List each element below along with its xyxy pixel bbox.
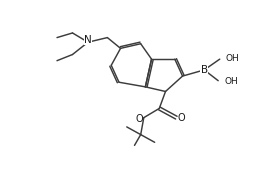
Text: O: O	[177, 113, 185, 123]
Text: B: B	[201, 65, 208, 75]
Text: OH: OH	[226, 54, 240, 63]
Text: OH: OH	[224, 77, 238, 86]
Text: N: N	[84, 35, 92, 45]
Text: O: O	[135, 114, 143, 124]
